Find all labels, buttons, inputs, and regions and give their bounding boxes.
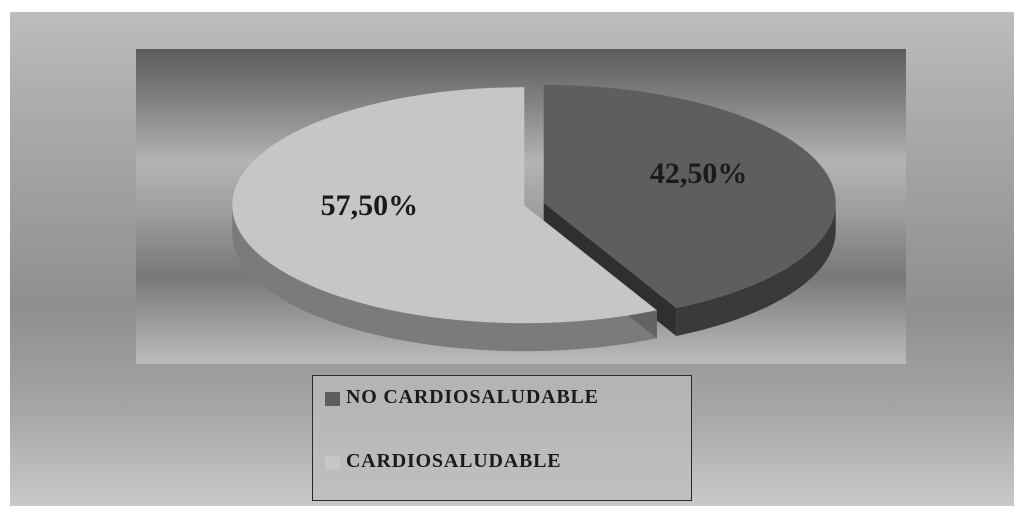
pie-slice-cardiosaludable (232, 87, 657, 324)
chart-frame: 42,50% 57,50% (10, 12, 1014, 506)
legend-swatch-no-cardiosaludable (325, 392, 340, 406)
legend: NO CARDIOSALUDABLE CARDIOSALUDABLE (312, 375, 692, 501)
pie-side-no-cardiosaludable (676, 202, 836, 336)
legend-entry-cardiosaludable: CARDIOSALUDABLE (325, 450, 676, 472)
plot-area: 42,50% 57,50% (136, 49, 906, 364)
pie-slice-no-cardiosaludable (543, 84, 836, 308)
legend-label-no-cardiosaludable: NO CARDIOSALUDABLE (346, 386, 599, 408)
pie-chart: 42,50% 57,50% (232, 84, 836, 352)
legend-swatch-cardiosaludable (325, 456, 340, 470)
legend-entry-no-cardiosaludable: NO CARDIOSALUDABLE (325, 386, 676, 408)
legend-label-cardiosaludable: CARDIOSALUDABLE (346, 450, 562, 472)
data-label-cardiosaludable: 57,50% (321, 189, 419, 222)
pie-side-cardiosaludable (232, 205, 657, 352)
data-label-no-cardiosaludable: 42,50% (650, 157, 748, 190)
